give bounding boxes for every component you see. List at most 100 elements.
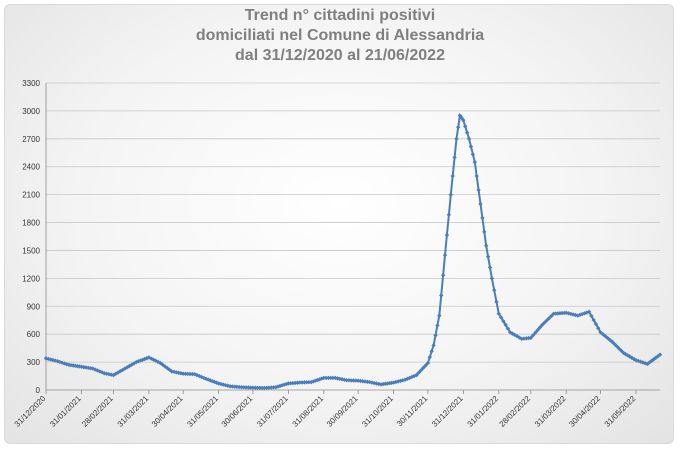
y-tick-label: 1500: [22, 246, 40, 255]
y-tick-label: 3000: [22, 107, 40, 116]
gridlines: [46, 82, 660, 391]
data-point: [446, 212, 452, 217]
x-tick-label: 31/05/2022: [603, 394, 638, 429]
data-point: [625, 353, 630, 358]
data-point: [480, 215, 485, 221]
y-tick-label: 2400: [22, 163, 40, 172]
data-point: [484, 243, 489, 249]
x-tick-label: 31/01/2021: [48, 394, 83, 429]
data-point: [633, 358, 639, 363]
data-point: [657, 352, 663, 357]
data-point: [589, 313, 594, 319]
data-point: [557, 311, 563, 316]
data-point: [487, 265, 493, 270]
data-point: [591, 317, 596, 323]
data-point: [609, 339, 615, 344]
chart-frame: [4, 4, 674, 444]
data-point: [450, 173, 455, 179]
data-point: [59, 360, 65, 365]
data-point: [544, 318, 550, 323]
data-point: [621, 350, 626, 355]
data-point: [498, 315, 504, 320]
data-point: [485, 254, 491, 259]
data-point: [494, 299, 499, 305]
x-tick-label: 30/06/2021: [220, 394, 255, 429]
data-point: [92, 367, 98, 372]
data-point: [528, 335, 533, 341]
data-point: [542, 320, 547, 325]
y-tick-label: 600: [27, 330, 41, 339]
data-point: [257, 385, 263, 391]
data-point: [476, 187, 481, 193]
y-tick-label: 300: [27, 358, 41, 367]
data-point: [598, 330, 603, 335]
data-point: [431, 343, 436, 348]
y-tick-label: 3300: [22, 79, 40, 88]
data-point: [533, 330, 538, 335]
data-point: [148, 356, 154, 361]
x-tick-label: 31/10/2021: [360, 394, 395, 429]
y-tick-label: 1200: [22, 274, 40, 283]
data-point: [243, 385, 249, 390]
data-point: [582, 311, 587, 316]
data-point: [466, 136, 472, 142]
data-point: [564, 310, 569, 315]
data-point: [416, 370, 421, 375]
data-point: [653, 355, 659, 360]
data-point: [618, 348, 624, 353]
data-point: [537, 325, 543, 330]
data-point: [146, 355, 152, 360]
data-point: [642, 361, 648, 366]
data-point: [253, 385, 258, 390]
y-tick-label: 900: [27, 302, 41, 311]
data-point: [440, 273, 446, 278]
data-point: [444, 232, 450, 238]
data-point: [596, 326, 601, 331]
data-point: [104, 371, 109, 376]
y-axis: 0 300 600 900 1200 1500 1800 2100 2400 2700 3000 33…: [22, 79, 47, 395]
data-point: [580, 311, 585, 317]
x-tick-label: 28/02/2021: [80, 394, 115, 429]
data-point: [427, 354, 432, 360]
data-point: [439, 293, 444, 298]
data-point: [57, 359, 62, 365]
data-point: [178, 371, 184, 376]
data-point: [255, 385, 260, 390]
x-tick-label: 31/12/2021: [430, 394, 465, 429]
data-point: [470, 152, 476, 157]
data-point: [421, 365, 426, 371]
x-tick-label: 31/12/2020: [13, 394, 48, 429]
x-tick-label: 30/09/2021: [325, 394, 360, 429]
data-point: [452, 155, 457, 160]
data-point: [435, 323, 440, 328]
data-point: [492, 287, 497, 293]
data-point: [612, 341, 617, 347]
data-point: [549, 313, 554, 319]
data-point: [478, 201, 483, 207]
series-line: [45, 113, 661, 390]
x-tick-label: 31/03/2022: [533, 394, 568, 429]
data-point: [586, 309, 592, 315]
data-point: [607, 337, 612, 342]
data-point: [463, 124, 468, 129]
data-point: [535, 327, 540, 333]
data-point: [115, 370, 121, 375]
data-point: [464, 130, 470, 135]
x-tick-label: 30/04/2022: [567, 394, 602, 429]
data-point: [568, 311, 574, 317]
x-tick-label: 31/01/2022: [466, 394, 501, 429]
data-point: [461, 118, 466, 123]
y-tick-label: 1800: [22, 219, 40, 228]
data-point: [433, 333, 438, 338]
data-point: [230, 384, 235, 389]
data-point: [472, 159, 477, 165]
y-tick-label: 2700: [22, 135, 40, 144]
x-tick-label: 30/04/2021: [150, 394, 185, 429]
data-point: [593, 321, 599, 327]
data-point: [501, 318, 506, 324]
data-point: [489, 276, 495, 281]
data-point: [250, 385, 256, 390]
data-point: [546, 315, 552, 321]
